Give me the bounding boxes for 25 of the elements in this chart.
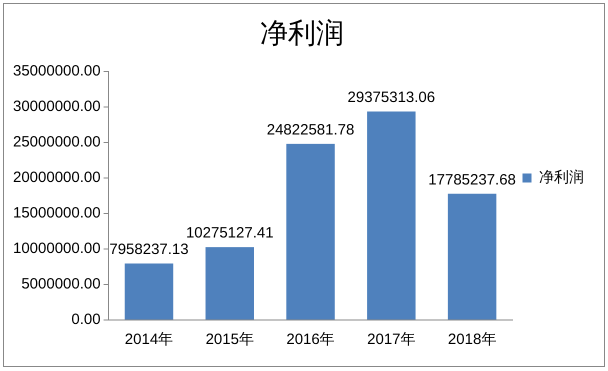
chart-title: 净利润 bbox=[260, 18, 344, 49]
y-tick-label: 5000000.00 bbox=[21, 276, 101, 293]
bar bbox=[124, 264, 174, 320]
data-label: 29375313.06 bbox=[348, 89, 436, 106]
y-tick-label: 0.00 bbox=[71, 311, 101, 328]
y-tick-label: 35000000.00 bbox=[12, 62, 101, 80]
bar bbox=[367, 112, 416, 320]
x-tick-label: 2015年 bbox=[206, 331, 254, 348]
y-tick-label: 10000000.00 bbox=[12, 240, 101, 258]
x-tick-label: 2014年 bbox=[124, 331, 174, 348]
bar bbox=[448, 194, 496, 320]
bar bbox=[286, 144, 335, 320]
legend-label: 净利润 bbox=[539, 169, 584, 186]
x-tick-label: 2018年 bbox=[448, 331, 496, 348]
data-label: 10275127.41 bbox=[186, 224, 274, 242]
data-label: 7958237.13 bbox=[109, 241, 189, 258]
x-tick-label: 2017年 bbox=[367, 331, 416, 348]
y-tick-label: 25000000.00 bbox=[12, 134, 101, 151]
data-label: 24822581.78 bbox=[266, 121, 354, 138]
y-tick-label: 30000000.00 bbox=[12, 98, 101, 116]
y-tick-label: 20000000.00 bbox=[12, 169, 101, 186]
data-label: 17785237.68 bbox=[428, 171, 516, 188]
y-tick-label: 15000000.00 bbox=[12, 204, 101, 222]
bar bbox=[206, 247, 254, 320]
x-tick-label: 2016年 bbox=[286, 331, 335, 348]
